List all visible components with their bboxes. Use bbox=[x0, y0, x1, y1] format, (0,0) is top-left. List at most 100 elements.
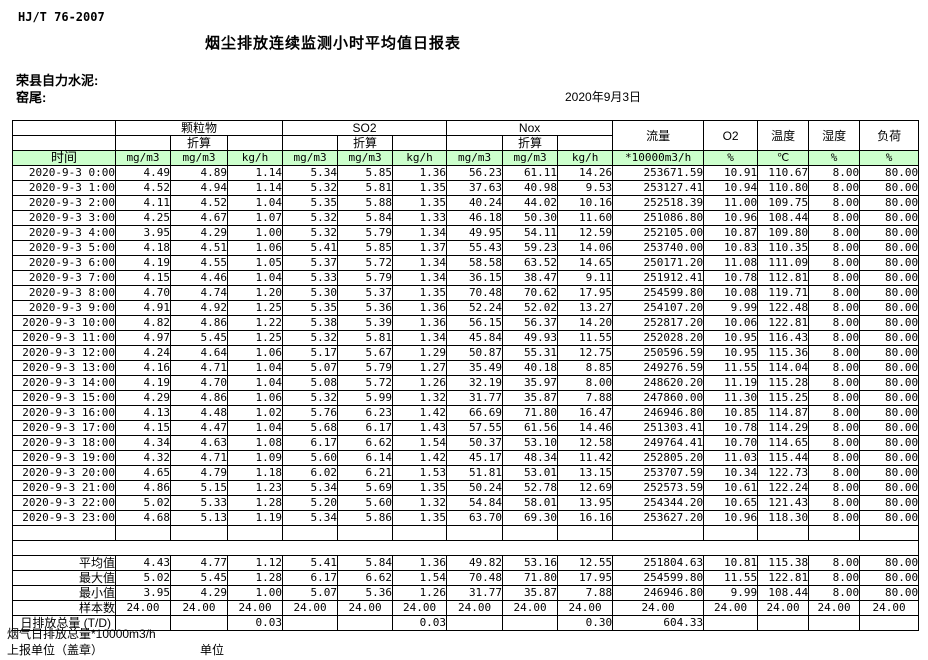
value-cell: 4.70 bbox=[115, 285, 171, 301]
summary-value-cell: 1.12 bbox=[226, 555, 284, 571]
value-cell: 8.00 bbox=[808, 405, 861, 421]
value-cell: 10.16 bbox=[557, 195, 614, 211]
value-cell: 80.00 bbox=[859, 270, 920, 286]
value-cell: 80.00 bbox=[859, 210, 920, 226]
blank-cell bbox=[703, 525, 759, 541]
value-cell: 8.00 bbox=[808, 195, 861, 211]
value-cell: 8.00 bbox=[808, 180, 861, 196]
unit-label: 单位 bbox=[200, 643, 225, 657]
value-cell: 10.34 bbox=[703, 465, 759, 481]
time-cell: 2020-9-3 4:00 bbox=[12, 225, 116, 241]
summary-value-cell bbox=[446, 615, 504, 631]
blank-cell bbox=[502, 525, 559, 541]
value-cell: 5.07 bbox=[282, 360, 339, 376]
value-cell: 14.20 bbox=[557, 315, 614, 331]
report-date: 2020年9月3日 bbox=[565, 90, 642, 104]
value-cell: 111.09 bbox=[757, 255, 810, 271]
value-cell: 80.00 bbox=[859, 495, 920, 511]
value-cell: 109.75 bbox=[757, 195, 810, 211]
value-cell: 80.00 bbox=[859, 300, 920, 316]
value-cell: 1.08 bbox=[226, 435, 284, 451]
summary-value-cell: 80.00 bbox=[859, 585, 920, 601]
value-cell: 8.00 bbox=[808, 210, 861, 226]
value-cell: 5.08 bbox=[282, 375, 339, 391]
value-cell: 114.87 bbox=[757, 405, 810, 421]
value-cell: 10.65 bbox=[703, 495, 759, 511]
value-cell: 10.95 bbox=[703, 330, 759, 346]
daily-total-label: 日排放总量 (T/D) bbox=[20, 616, 111, 630]
value-cell: 1.04 bbox=[226, 270, 284, 286]
value-cell: 1.42 bbox=[392, 405, 448, 421]
value-cell: 4.89 bbox=[170, 165, 228, 181]
value-cell: 114.29 bbox=[757, 420, 810, 436]
value-cell: 50.87 bbox=[446, 345, 504, 361]
value-cell: 80.00 bbox=[859, 510, 920, 526]
summary-value-cell: 115.38 bbox=[757, 555, 810, 571]
value-cell: 5.84 bbox=[337, 210, 394, 226]
value-cell: 5.34 bbox=[282, 510, 339, 526]
value-cell: 246946.80 bbox=[612, 405, 705, 421]
value-cell: 4.52 bbox=[170, 195, 228, 211]
value-cell: 5.32 bbox=[282, 390, 339, 406]
value-cell: 58.01 bbox=[502, 495, 559, 511]
value-cell: 10.78 bbox=[703, 270, 759, 286]
summary-value-cell: 5.45 bbox=[170, 570, 228, 586]
summary-value-cell bbox=[502, 615, 559, 631]
value-cell: 5.85 bbox=[337, 165, 394, 181]
summary-value-cell: 246946.80 bbox=[612, 585, 705, 601]
value-cell: 10.94 bbox=[703, 180, 759, 196]
value-cell: 11.19 bbox=[703, 375, 759, 391]
value-cell: 70.62 bbox=[502, 285, 559, 301]
value-cell: 80.00 bbox=[859, 255, 920, 271]
blank-cell bbox=[282, 525, 339, 541]
value-cell: 1.22 bbox=[226, 315, 284, 331]
value-cell: 8.00 bbox=[808, 390, 861, 406]
value-cell: 4.15 bbox=[115, 420, 171, 436]
value-cell: 6.21 bbox=[337, 465, 394, 481]
header-empty-cell bbox=[282, 135, 339, 151]
unit-cell: kg/h bbox=[557, 150, 614, 166]
value-cell: 5.76 bbox=[282, 405, 339, 421]
header-load: 负荷 bbox=[859, 120, 920, 151]
value-cell: 1.35 bbox=[392, 480, 448, 496]
blank-cell bbox=[170, 525, 228, 541]
value-cell: 1.04 bbox=[226, 375, 284, 391]
value-cell: 35.97 bbox=[502, 375, 559, 391]
value-cell: 12.59 bbox=[557, 225, 614, 241]
value-cell: 10.85 bbox=[703, 405, 759, 421]
value-cell: 8.00 bbox=[808, 345, 861, 361]
table-row: 2020-9-3 13:00 4.16 4.71 1.04 5.07 5.79 1.27 35… bbox=[12, 360, 920, 376]
time-cell: 2020-9-3 13:00 bbox=[12, 360, 116, 376]
value-cell: 8.00 bbox=[808, 360, 861, 376]
time-cell: 2020-9-3 17:00 bbox=[12, 420, 116, 436]
value-cell: 254344.20 bbox=[612, 495, 705, 511]
value-cell: 5.45 bbox=[170, 330, 228, 346]
value-cell: 5.69 bbox=[337, 480, 394, 496]
value-cell: 11.08 bbox=[703, 255, 759, 271]
summary-value-cell: 24.00 bbox=[226, 600, 284, 616]
value-cell: 5.36 bbox=[337, 300, 394, 316]
header-pm-converted: 折算 bbox=[170, 135, 228, 151]
value-cell: 112.81 bbox=[757, 270, 810, 286]
summary-value-cell: 604.33 bbox=[612, 615, 705, 631]
value-cell: 6.17 bbox=[282, 435, 339, 451]
value-cell: 4.67 bbox=[170, 210, 228, 226]
value-cell: 115.36 bbox=[757, 345, 810, 361]
summary-value-cell: 24.00 bbox=[502, 600, 559, 616]
time-cell: 2020-9-3 7:00 bbox=[12, 270, 116, 286]
value-cell: 1.25 bbox=[226, 300, 284, 316]
value-cell: 122.24 bbox=[757, 480, 810, 496]
value-cell: 4.91 bbox=[115, 300, 171, 316]
header-empty-cell bbox=[115, 135, 171, 151]
summary-value-cell: 1.36 bbox=[392, 555, 448, 571]
value-cell: 253627.20 bbox=[612, 510, 705, 526]
value-cell: 10.70 bbox=[703, 435, 759, 451]
value-cell: 66.69 bbox=[446, 405, 504, 421]
value-cell: 5.32 bbox=[282, 225, 339, 241]
header-so2: SO2 bbox=[282, 120, 448, 136]
value-cell: 61.11 bbox=[502, 165, 559, 181]
value-cell: 10.95 bbox=[703, 345, 759, 361]
value-cell: 4.52 bbox=[115, 180, 171, 196]
unit-cell: mg/m3 bbox=[337, 150, 394, 166]
summary-label: 最大值 bbox=[12, 570, 116, 586]
